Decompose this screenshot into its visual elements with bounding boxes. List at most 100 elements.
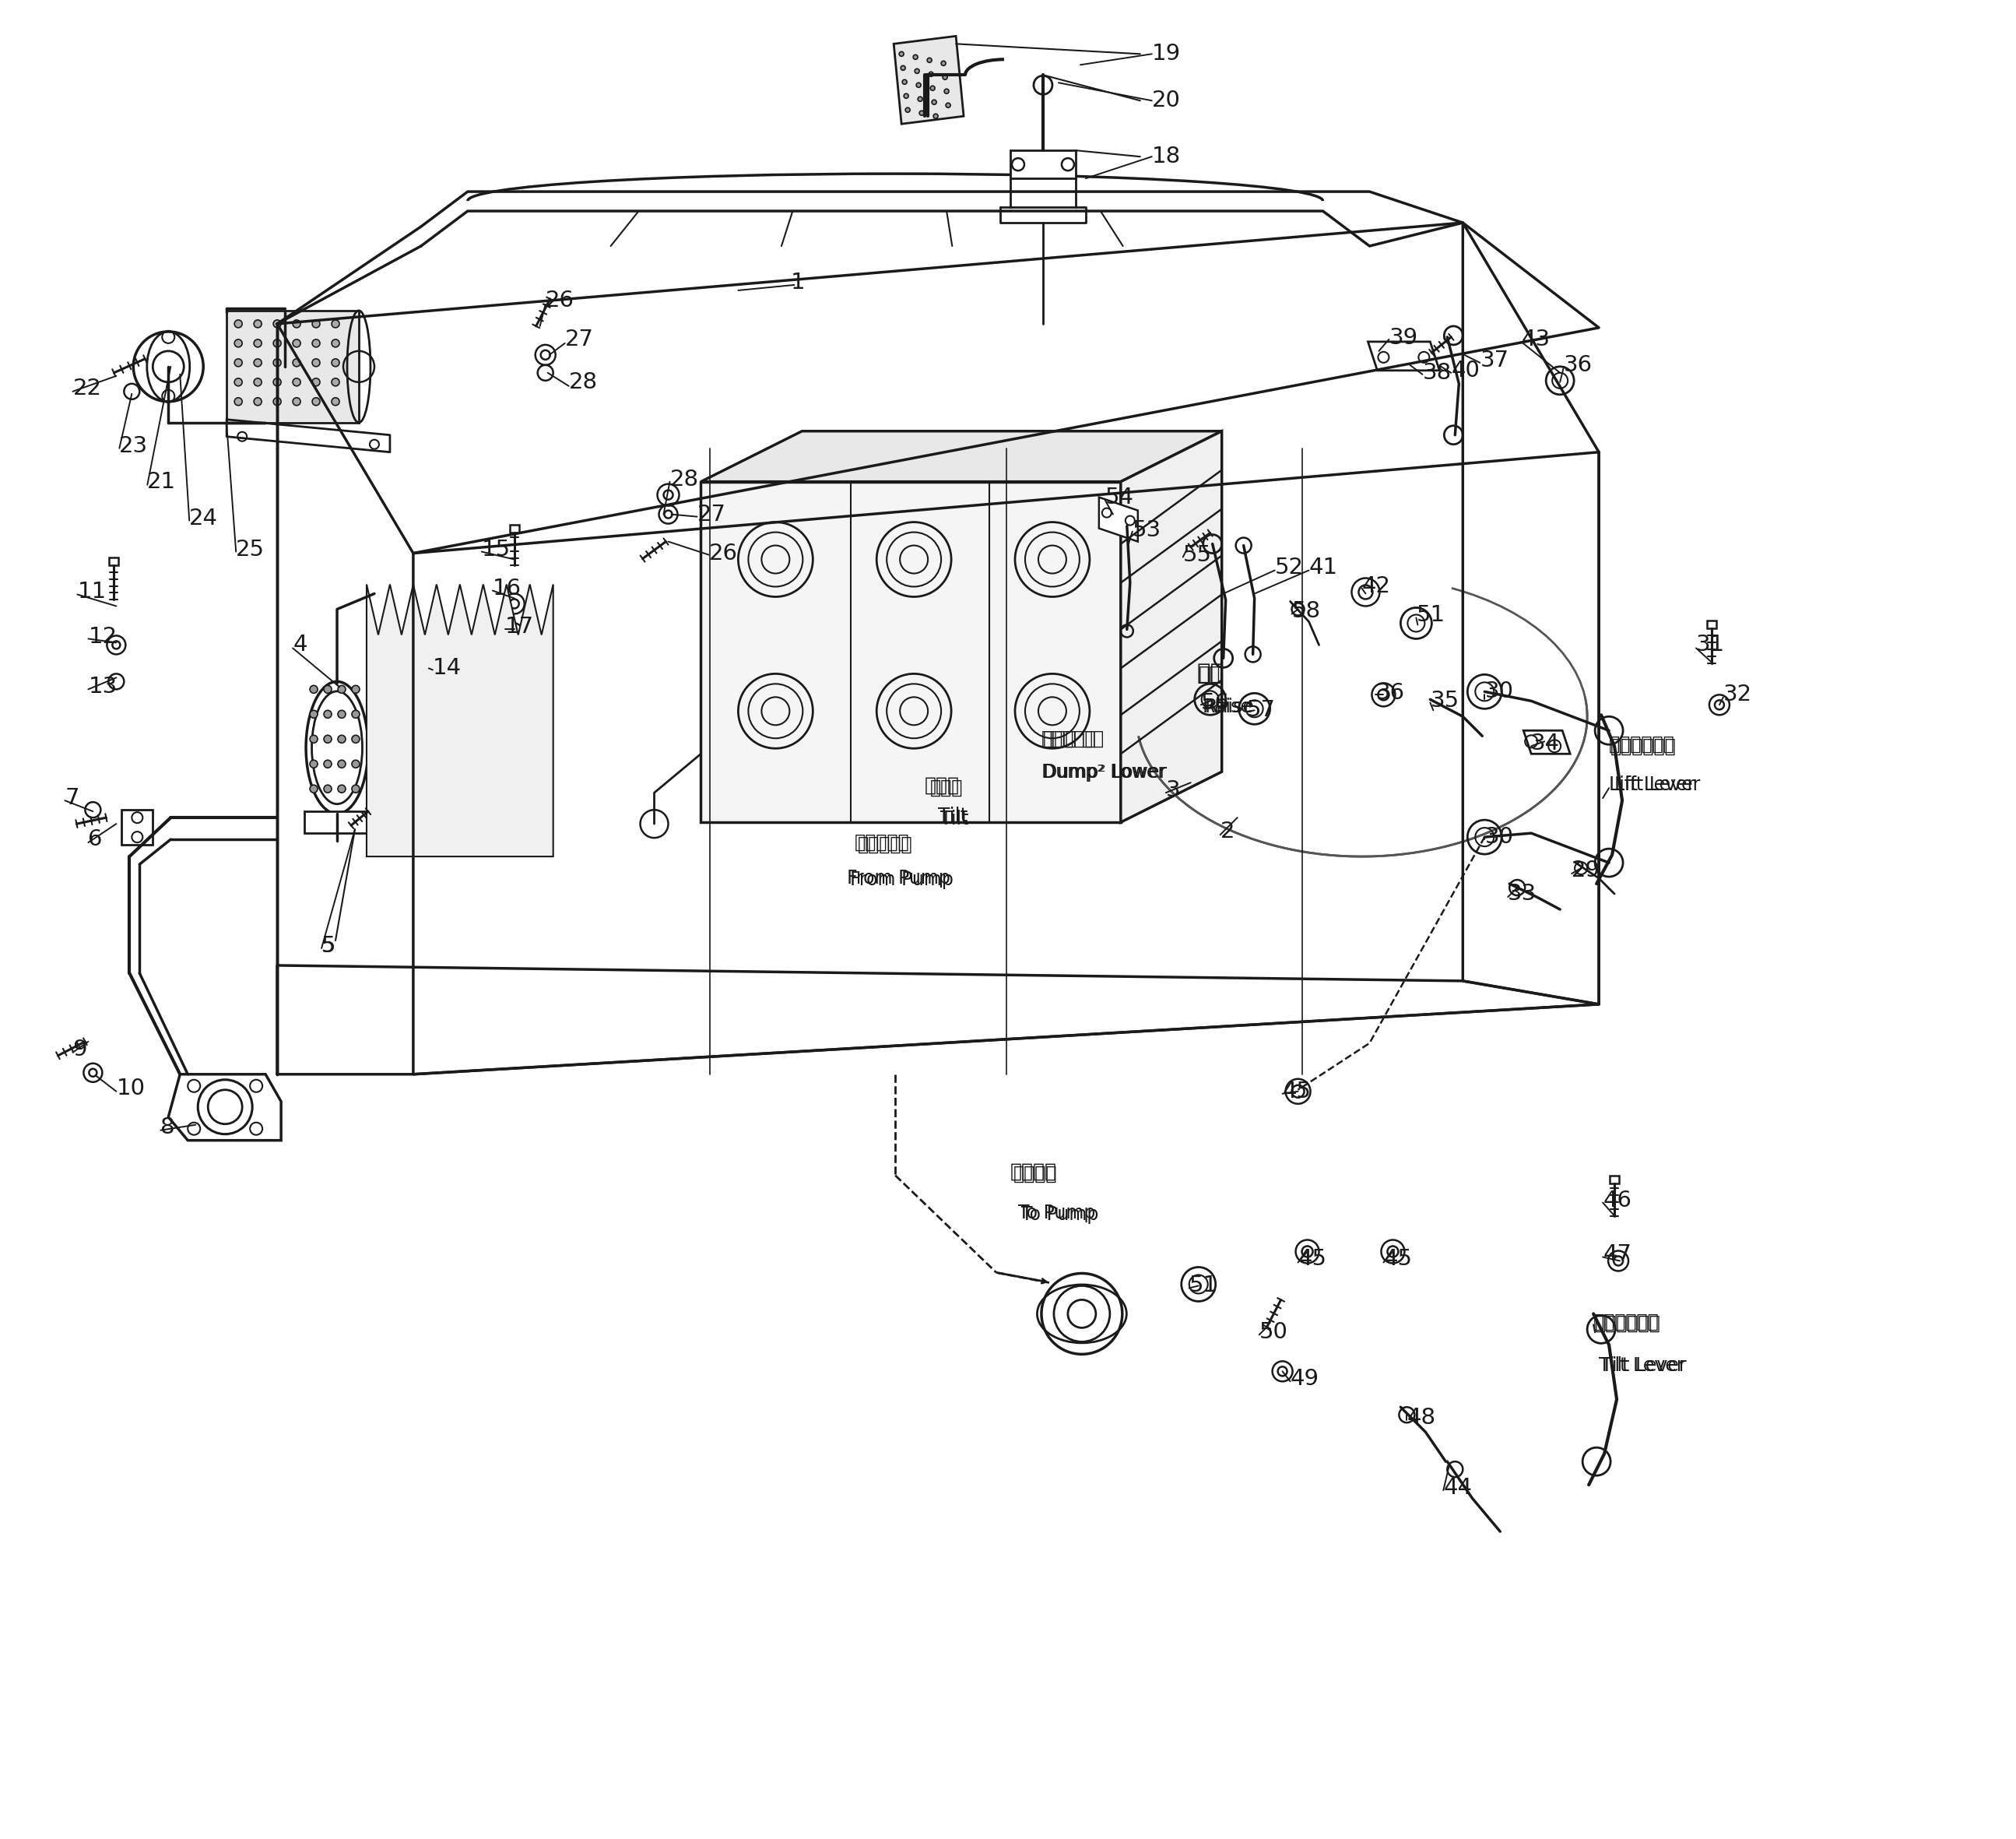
Circle shape (339, 710, 345, 717)
Text: 56: 56 (1202, 693, 1230, 714)
Text: 41: 41 (1308, 557, 1339, 577)
Text: 32: 32 (1724, 684, 1752, 706)
Text: 38: 38 (1423, 362, 1452, 384)
Text: リフトレバー: リフトレバー (1609, 734, 1675, 754)
Circle shape (254, 397, 262, 405)
Text: Tilt Lever: Tilt Lever (1599, 1357, 1683, 1376)
Circle shape (292, 397, 300, 405)
Circle shape (927, 57, 931, 63)
Text: 52: 52 (1274, 557, 1304, 577)
Polygon shape (304, 811, 371, 833)
Circle shape (254, 379, 262, 386)
Text: 16: 16 (492, 577, 522, 600)
Circle shape (325, 710, 331, 717)
Circle shape (353, 736, 359, 743)
Circle shape (899, 51, 903, 57)
Polygon shape (169, 1074, 280, 1140)
Text: 50: 50 (1260, 1322, 1288, 1342)
Text: To Pump: To Pump (1018, 1203, 1095, 1223)
Circle shape (943, 88, 950, 94)
Text: チルトレバー: チルトレバー (1593, 1313, 1659, 1331)
Circle shape (312, 340, 321, 348)
Text: 26: 26 (710, 543, 738, 565)
Text: 39: 39 (1389, 327, 1417, 349)
Circle shape (331, 397, 339, 405)
Text: 49: 49 (1290, 1368, 1318, 1390)
Polygon shape (109, 557, 119, 565)
Text: 45: 45 (1383, 1249, 1413, 1271)
Circle shape (915, 68, 919, 74)
Text: 55: 55 (1183, 544, 1212, 566)
Text: 44: 44 (1443, 1477, 1472, 1499)
Circle shape (325, 785, 331, 793)
Text: チルトレバー: チルトレバー (1595, 1313, 1661, 1333)
Circle shape (274, 379, 280, 386)
Circle shape (929, 72, 933, 77)
Text: 37: 37 (1480, 349, 1508, 371)
Text: 29: 29 (1572, 859, 1601, 881)
Text: 54: 54 (1105, 485, 1133, 508)
Text: 36: 36 (1375, 682, 1405, 704)
Text: 23: 23 (119, 436, 149, 456)
Circle shape (331, 379, 339, 386)
Polygon shape (1609, 1175, 1619, 1182)
Text: 4: 4 (292, 634, 306, 657)
Text: 30: 30 (1484, 680, 1514, 702)
Circle shape (234, 320, 242, 327)
Text: 31: 31 (1695, 634, 1726, 657)
Circle shape (254, 359, 262, 366)
Text: 36: 36 (1564, 355, 1593, 375)
Text: Tilt: Tilt (937, 807, 968, 826)
Circle shape (234, 359, 242, 366)
Circle shape (312, 379, 321, 386)
Text: ポンプへ: ポンプへ (1010, 1162, 1056, 1181)
Text: ダンプ下げ: ダンプ下げ (1042, 728, 1097, 748)
Circle shape (292, 340, 300, 348)
Circle shape (946, 103, 950, 109)
Text: ダンプ 下げ: ダンプ 下げ (1042, 728, 1105, 748)
Circle shape (292, 379, 300, 386)
Text: 20: 20 (1151, 90, 1181, 112)
Circle shape (353, 686, 359, 693)
Text: 28: 28 (669, 469, 700, 491)
Text: 9: 9 (73, 1039, 87, 1061)
Circle shape (254, 320, 262, 327)
Text: 27: 27 (564, 329, 593, 349)
Text: 45: 45 (1298, 1249, 1327, 1271)
Circle shape (325, 760, 331, 769)
Text: 24: 24 (190, 508, 218, 530)
Text: 28: 28 (569, 371, 597, 394)
Circle shape (353, 710, 359, 717)
Text: 42: 42 (1361, 576, 1391, 598)
Circle shape (353, 785, 359, 793)
Circle shape (274, 320, 280, 327)
Circle shape (339, 760, 345, 769)
Circle shape (274, 359, 280, 366)
Circle shape (919, 110, 923, 116)
Polygon shape (1524, 730, 1570, 754)
Circle shape (310, 785, 319, 793)
Circle shape (331, 340, 339, 348)
Text: 5: 5 (321, 934, 337, 956)
Circle shape (312, 397, 321, 405)
Circle shape (929, 86, 935, 90)
Text: 25: 25 (236, 539, 264, 561)
Text: Lift Lever: Lift Lever (1615, 776, 1699, 794)
Circle shape (941, 61, 946, 66)
Circle shape (339, 736, 345, 743)
Circle shape (292, 320, 300, 327)
Text: 5: 5 (321, 934, 335, 956)
Text: From Pump: From Pump (851, 870, 954, 890)
Circle shape (274, 340, 280, 348)
Text: Tilt: Tilt (939, 809, 970, 829)
Circle shape (903, 94, 909, 97)
Circle shape (913, 55, 917, 59)
Text: 51: 51 (1189, 1274, 1218, 1296)
Circle shape (234, 397, 242, 405)
Circle shape (931, 99, 937, 105)
Text: 15: 15 (482, 539, 510, 561)
Text: 12: 12 (89, 627, 117, 647)
Circle shape (312, 359, 321, 366)
Circle shape (310, 710, 319, 717)
Text: 17: 17 (504, 616, 534, 638)
